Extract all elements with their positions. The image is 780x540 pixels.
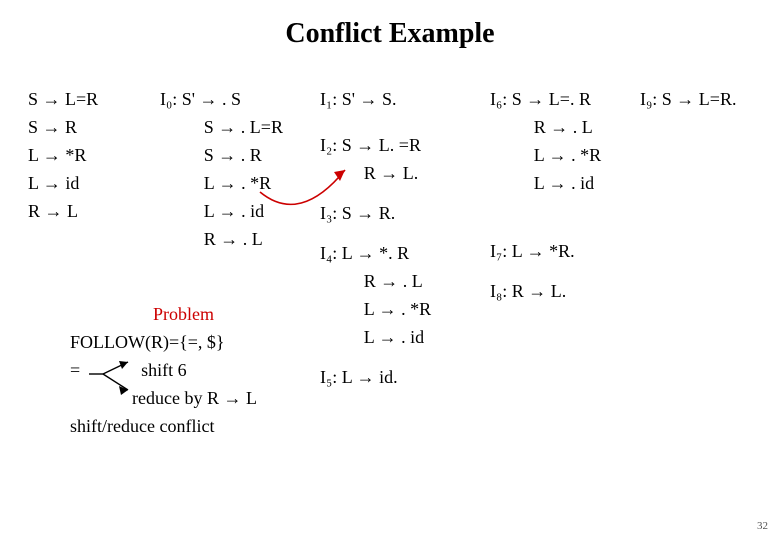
state-I5: I₅: L → id. — [320, 363, 431, 391]
state-item: L → id. — [342, 367, 398, 387]
state-I0: I₀: S' → . S S → . L=R S → . R L → . *R … — [160, 85, 283, 265]
state-item: L → . *R — [512, 141, 601, 169]
state-item: S' → . S — [182, 89, 241, 109]
state-col-1: I₁: S' → S. I₂: S → L. =R R → L. I₃: S →… — [320, 85, 431, 403]
state-item: R → L. — [342, 159, 421, 187]
state-I7: I₇: L → *R. — [490, 237, 601, 265]
state-item: S → . L=R — [182, 113, 283, 141]
problem-section: Problem FOLLOW(R)={=, $} = shift 6 reduc… — [70, 300, 257, 440]
state-col-2: I₆: S → L=. R R → . L L → . *R L → . id … — [490, 85, 601, 317]
state-I1: I₁: S' → S. — [320, 85, 431, 113]
state-item: L → . id — [512, 169, 601, 197]
state-item: R → . L — [342, 267, 431, 295]
state-item: S → L=. R — [512, 89, 591, 109]
grammar-rule: S → L=R — [28, 85, 98, 113]
grammar-rule: L → *R — [28, 141, 98, 169]
state-col-3: I₉: S → L=R. — [640, 85, 736, 125]
page-title: Conflict Example — [0, 18, 780, 50]
problem-conflict: shift/reduce conflict — [70, 412, 257, 440]
problem-shift: shift 6 — [141, 360, 187, 380]
state-label: I₃: — [320, 199, 337, 227]
state-item: R → L. — [512, 281, 567, 301]
grammar-list: S → L=R S → R L → *R L → id R → L — [28, 85, 98, 225]
state-I2: I₂: S → L. =R R → L. — [320, 131, 431, 187]
state-I6: I₆: S → L=. R R → . L L → . *R L → . id — [490, 85, 601, 197]
state-item: L → . id — [182, 197, 283, 225]
state-item: S' → S. — [342, 89, 397, 109]
state-I4: I₄: L → *. R R → . L L → . *R L → . id — [320, 239, 431, 351]
state-label: I₇: — [490, 237, 507, 265]
state-label: I₈: — [490, 277, 507, 305]
state-label: I₁: — [320, 85, 337, 113]
state-I8: I₈: R → L. — [490, 277, 601, 305]
state-item: S → L=R. — [662, 89, 737, 109]
state-item: S → L. =R — [342, 135, 421, 155]
state-label: I₂: — [320, 131, 337, 159]
state-item: S → R. — [342, 203, 396, 223]
state-I9: I₉: S → L=R. — [640, 85, 736, 113]
state-item: L → *. R — [342, 243, 409, 263]
state-item: R → . L — [182, 225, 283, 253]
state-label: I₄: — [320, 239, 337, 267]
state-item: L → . *R — [342, 295, 431, 323]
state-item: R → . L — [512, 113, 601, 141]
state-I3: I₃: S → R. — [320, 199, 431, 227]
state-item: L → *R. — [512, 241, 575, 261]
problem-heading: Problem — [70, 300, 257, 328]
state-item: S → . R — [182, 141, 283, 169]
state-label: I₀: — [160, 85, 177, 113]
page-number: 32 — [757, 520, 768, 532]
state-item: L → . *R — [182, 169, 283, 197]
grammar-rule: L → id — [28, 169, 98, 197]
state-label: I₉: — [640, 85, 657, 113]
state-label: I₅: — [320, 363, 337, 391]
problem-eq: = — [70, 360, 80, 380]
grammar-rule: R → L — [28, 197, 98, 225]
problem-reduce: reduce by R → L — [70, 384, 257, 412]
state-item: L → . id — [342, 323, 431, 351]
grammar-rule: S → R — [28, 113, 98, 141]
state-label: I₆: — [490, 85, 507, 113]
problem-follow: FOLLOW(R)={=, $} — [70, 328, 257, 356]
problem-eq-row: = shift 6 — [70, 356, 257, 384]
